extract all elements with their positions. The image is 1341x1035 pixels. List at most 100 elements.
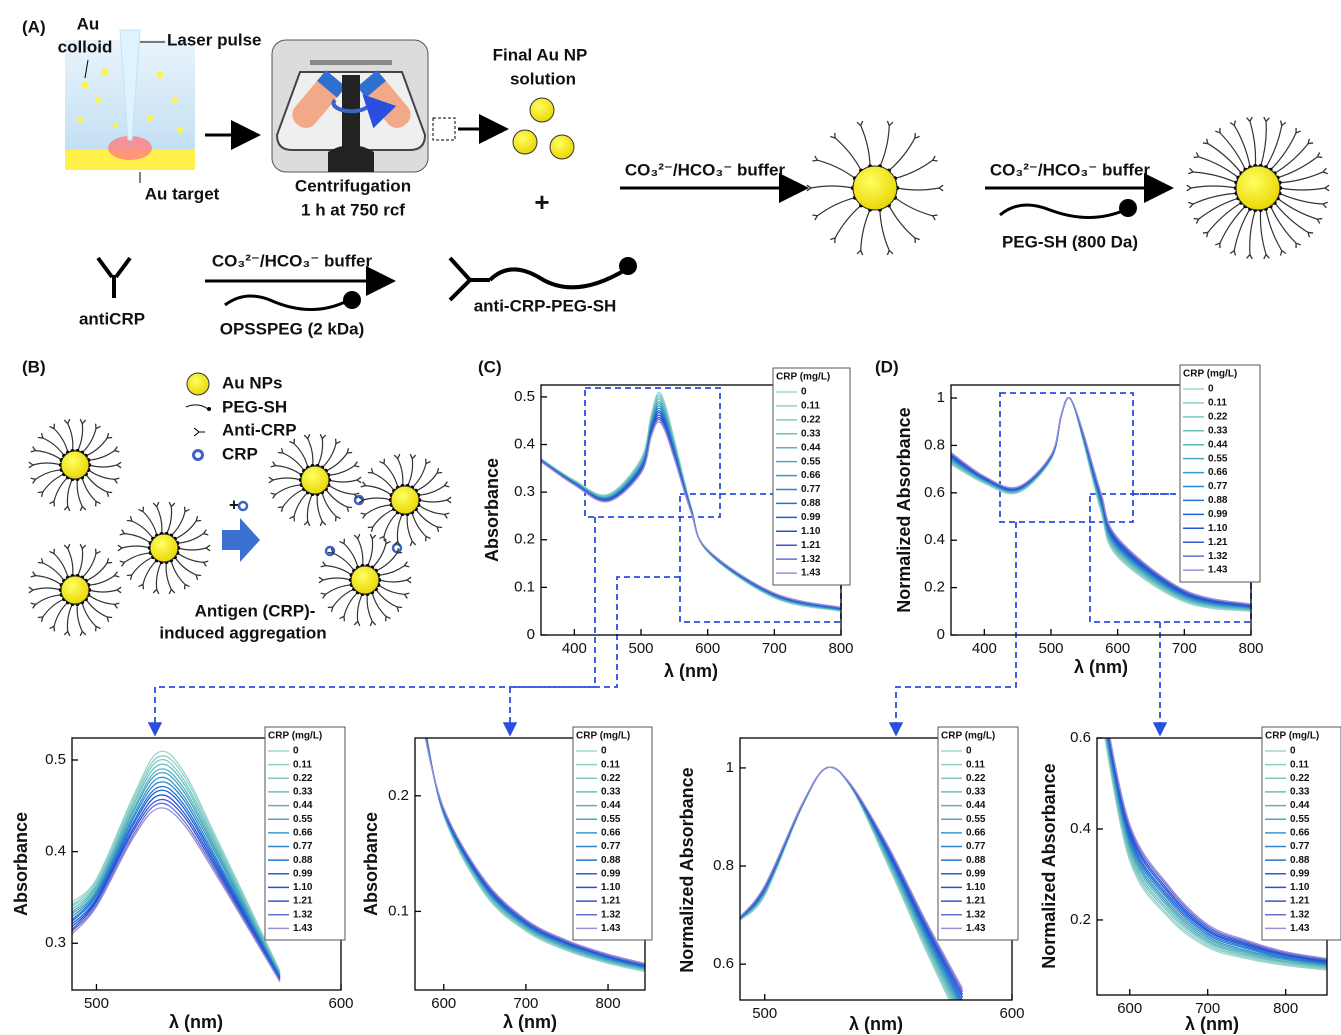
x-axis-label: λ (nm) (664, 661, 718, 681)
spectrum-line (740, 766, 957, 1000)
antibody (318, 576, 325, 584)
plot (541, 391, 841, 612)
base (328, 145, 374, 172)
antibody (1263, 116, 1270, 123)
spectrum-line (1105, 738, 1327, 968)
legend-label: 1.10 (601, 882, 621, 893)
legend-label: 1.43 (1290, 923, 1310, 934)
plot (424, 738, 645, 973)
spectrum-line (1104, 738, 1327, 970)
spectrum-line (72, 781, 281, 977)
legend-label: 0.99 (966, 868, 986, 879)
x-tick-label: 600 (695, 640, 720, 657)
ligand (1279, 171, 1324, 184)
zoom-callouts (147, 387, 1252, 737)
peg-chain (999, 203, 1126, 219)
antibody (152, 588, 160, 595)
legend-title: CRP (mg/L) (941, 731, 995, 742)
tube (292, 70, 346, 128)
antibody (339, 538, 346, 545)
ligand (406, 458, 414, 487)
antibody (334, 438, 341, 445)
ligand (316, 438, 324, 467)
antibody (886, 120, 894, 127)
x-tick-label: 600 (431, 995, 456, 1012)
antibody (1316, 217, 1323, 224)
antibody (79, 418, 87, 425)
legend-label: 0.33 (293, 787, 313, 798)
legend-label: 1.32 (1290, 909, 1310, 920)
spectrum-line (740, 766, 959, 1000)
plasma (108, 136, 152, 160)
antibody (369, 620, 377, 627)
legend-label: 0.77 (293, 841, 313, 852)
x-axis-label: λ (nm) (503, 1012, 557, 1032)
spectrum-line (740, 766, 960, 1000)
ligand (282, 488, 305, 508)
legend-label: 0.44 (801, 442, 821, 453)
antibody (327, 606, 334, 612)
antibody (856, 249, 864, 256)
legend-label: 0.44 (601, 800, 621, 811)
antibody (152, 501, 160, 508)
y-tick-label: 0.3 (514, 483, 535, 500)
antibody (126, 516, 133, 522)
ligand (35, 469, 62, 480)
x-tick-label: 700 (1195, 1000, 1220, 1017)
antibody (320, 592, 327, 599)
legend-label: 1.21 (601, 896, 621, 907)
legend-label: 0 (293, 746, 299, 757)
antibody (63, 505, 71, 512)
antibody (393, 540, 401, 547)
y-tick-label: 0.5 (514, 388, 535, 405)
legend-label: 1.32 (293, 909, 313, 920)
ligand (888, 204, 916, 239)
label: anti-CRP-PEG-SH (474, 296, 617, 315)
antibody (289, 515, 296, 522)
ligand (343, 543, 359, 569)
ligand (53, 601, 69, 627)
antibody (319, 520, 327, 527)
antibody (937, 184, 944, 192)
legend-label: 1.21 (293, 896, 313, 907)
antibody (30, 571, 37, 578)
legend-label: Anti-CRP (222, 420, 297, 439)
antibody (830, 132, 836, 139)
ligand (418, 499, 448, 503)
antibody (115, 461, 122, 469)
y-tick-label: 0.4 (514, 435, 535, 452)
legend-label: 0.77 (966, 841, 986, 852)
legend-label: 0.77 (1208, 481, 1228, 492)
antibody (367, 468, 374, 474)
peg-chain (224, 294, 346, 312)
ligand (124, 533, 152, 544)
ligand (306, 493, 314, 522)
ligand (1233, 125, 1251, 168)
antibody (289, 438, 296, 445)
gold-core (60, 450, 90, 480)
ligand (76, 548, 84, 577)
y-axis-label: Absorbance (482, 458, 502, 562)
legend-title: CRP (mg/L) (776, 372, 830, 383)
legend-label: 0.22 (1290, 773, 1310, 784)
spectrum-line (1106, 738, 1327, 967)
legend-label: 0.66 (966, 827, 986, 838)
ligand (415, 508, 438, 528)
antibody (1215, 127, 1221, 134)
antibody (183, 583, 190, 590)
antibody (63, 543, 71, 550)
y-tick-label: 0.2 (924, 579, 945, 596)
legend-label: 0.44 (966, 800, 986, 811)
ligand (85, 598, 108, 618)
panel-label: (D) (875, 357, 899, 376)
x-tick-label: 500 (752, 1005, 777, 1022)
spectrum-line (541, 421, 841, 609)
antibody (303, 520, 311, 527)
ligand (81, 428, 97, 454)
ligand (327, 484, 355, 495)
antibody (119, 560, 126, 567)
antibody (37, 558, 44, 564)
legend-label: 1.10 (293, 882, 313, 893)
y-tick-label: 1 (937, 389, 945, 406)
